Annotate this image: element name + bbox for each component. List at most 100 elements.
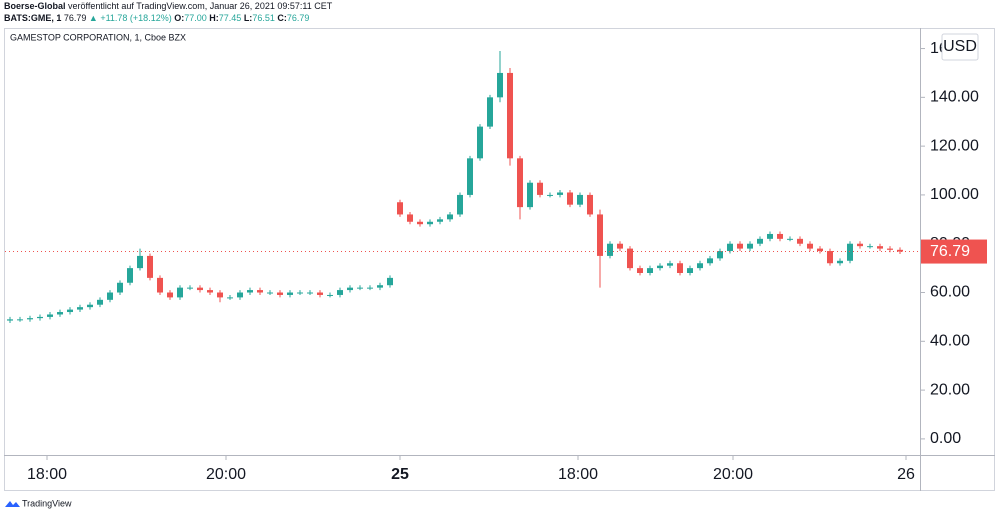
candle-body [147,255,153,278]
x-tick-label: 18:00 [27,466,67,483]
candle-body [717,251,723,259]
candle-body [747,243,753,249]
candle-body [217,292,223,298]
candle-body [697,263,703,269]
candle-body [297,292,303,294]
y-tick-label: 120.00 [930,137,979,154]
candle-body [377,285,383,288]
chart-title: GAMESTOP CORPORATION, 1, Cboe BZX [10,32,186,42]
change: ▲ +11.78 (+18.12%) [89,13,172,23]
candle-body [27,318,33,320]
candle-body [107,292,113,300]
x-tick-label: 20:00 [206,466,246,483]
chart-frame [4,28,995,491]
candle-body [457,194,463,215]
candle-body [167,292,173,298]
y-tick-label: 20.00 [930,381,970,398]
x-tick-label: 20:00 [713,466,753,483]
candle-body [797,238,803,244]
candle-body [87,304,93,308]
candle-body [587,194,593,215]
candle-body [727,243,733,252]
candle-body [357,287,363,289]
candle-body [37,316,43,319]
candle-body [817,248,823,252]
candle-body [537,182,543,195]
header-line1: Boerse-Global veröffentlicht auf Trading… [4,1,333,11]
candle-body [547,194,553,196]
candle-body [707,258,713,264]
candle-body [807,243,813,249]
candle-body [257,290,263,293]
header-line2: BATS:GME, 1 76.79 ▲ +11.78 (+18.12%) O:7… [4,13,309,23]
candle-body [667,263,673,266]
candle-body [177,287,183,298]
candle-body [887,248,893,250]
y-tick-label: 60.00 [930,284,970,301]
candle-body [367,287,373,289]
candle-body [407,214,413,222]
candle-body [427,221,433,225]
candle-body [17,319,23,321]
candle-body [577,194,583,205]
footer-brand: TradingView [22,498,72,508]
candle-body [247,290,253,293]
candle-body [67,309,73,313]
candle-body [7,319,13,321]
overlays: USD 76.79 [5,33,987,264]
candle-body [137,255,143,269]
candle-body [527,182,533,208]
candle-body [157,277,163,293]
plot [7,50,903,324]
candle-body [347,287,353,291]
c: 76.79 [287,13,310,23]
logo [5,501,20,507]
x-tick-label: 26 [897,466,915,483]
symbol: BATS:GME, 1 [4,13,61,23]
candle-body [677,263,683,273]
h-label: H: [209,13,219,23]
candle-body [197,287,203,291]
candle-body [417,221,423,225]
x-tick-label: 25 [391,466,409,483]
candle-body [607,243,613,256]
candle-body [897,249,903,252]
candle-body [597,214,603,256]
candle-body [267,292,273,294]
candle-body [467,158,473,195]
candle-body [227,297,233,299]
candle-body [307,292,313,294]
last-price-box [921,239,987,264]
candle-body [757,238,763,244]
y-tick-label: 140.00 [930,89,979,106]
candle-body [337,290,343,295]
candle-body [877,246,883,249]
candle-body [857,243,863,247]
candle-body [497,72,503,98]
candle-body [437,219,443,222]
candle-body [827,251,833,264]
candle-body [117,282,123,293]
y-tick-label: 0.00 [930,430,961,447]
footer: TradingView [5,498,72,508]
l-label: L: [244,13,253,23]
last-price-label: 76.79 [930,243,970,260]
candle-body [777,233,783,239]
candle-body [767,233,773,239]
publish-info: veröffentlicht auf TradingView.com, Janu… [68,1,333,11]
candle-body [647,268,653,273]
currency-box[interactable] [941,33,979,61]
candle-body [77,307,83,310]
c-label: C: [277,13,287,23]
candle-body [447,214,453,220]
candle-body [637,268,643,273]
candle-body [867,246,873,248]
candle-body [207,290,213,293]
candle-body [317,292,323,295]
author: Boerse-Global [4,1,66,11]
candle-body [127,268,133,283]
candle-body [507,72,513,159]
x-tick-label: 18:00 [558,466,598,483]
y-tick-label: 40.00 [930,333,970,350]
